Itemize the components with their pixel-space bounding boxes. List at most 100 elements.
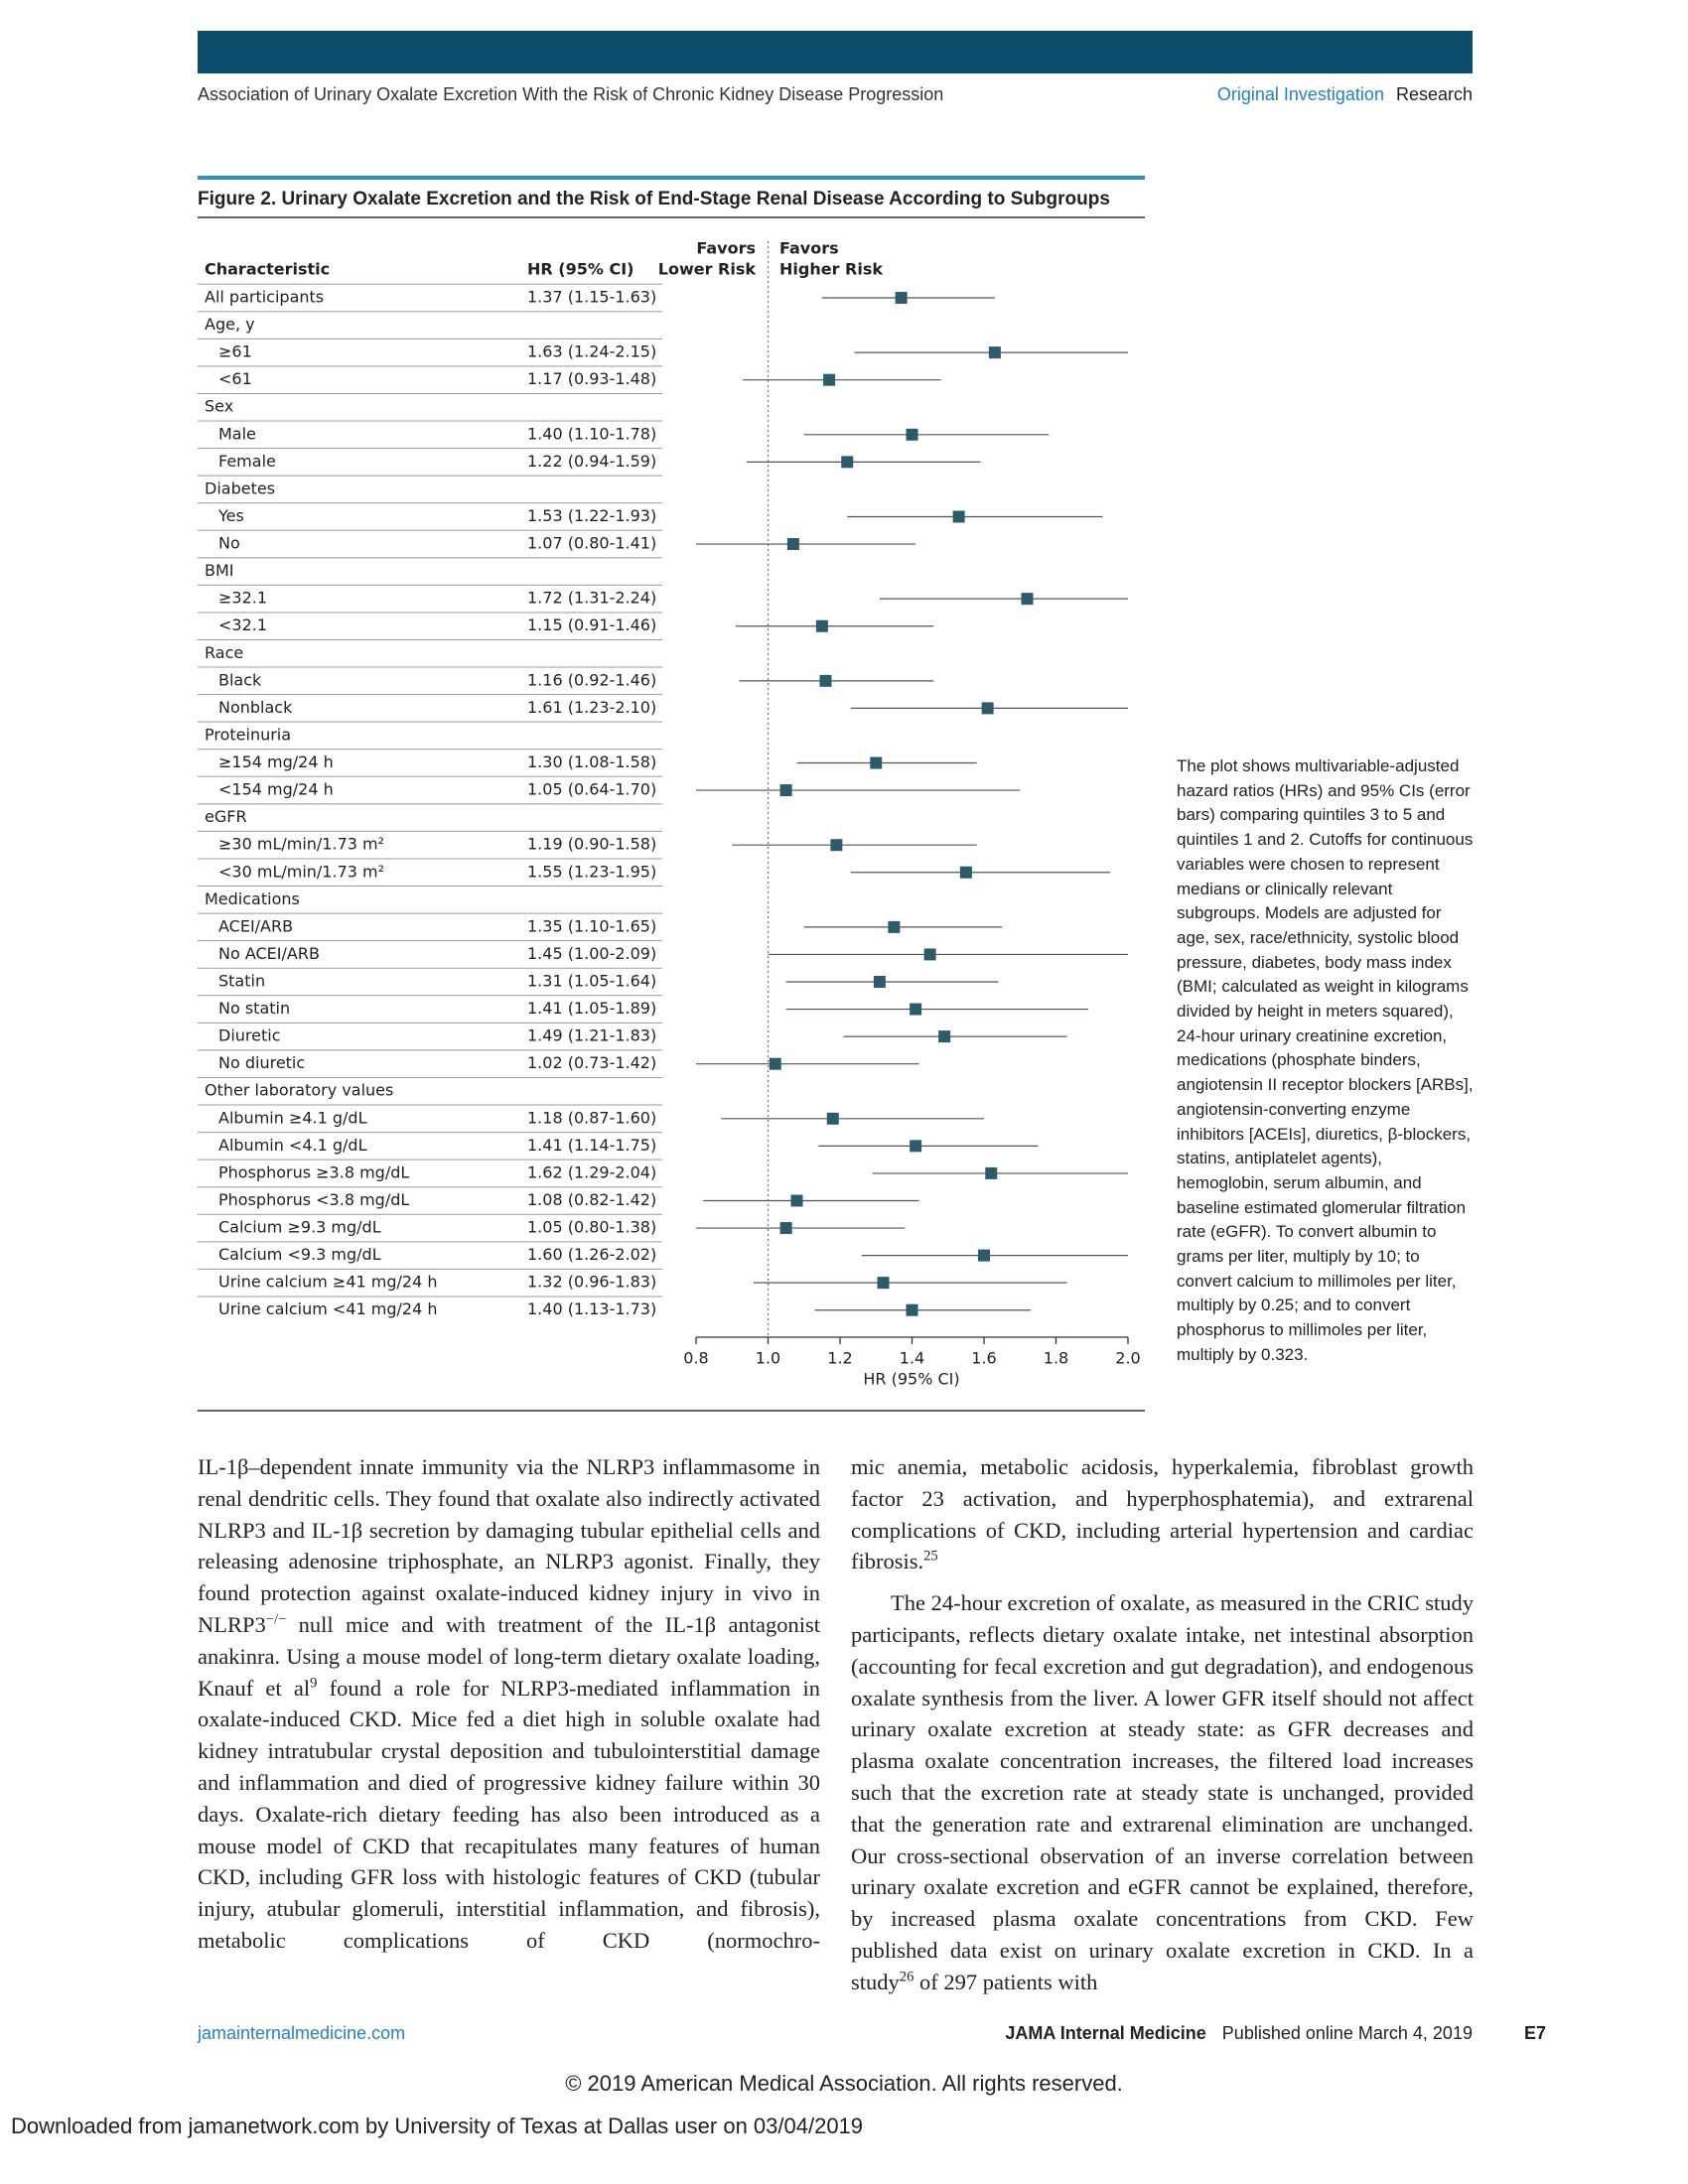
- hr-marker: [873, 976, 886, 988]
- hr-marker: [978, 1249, 990, 1262]
- hr-label: 1.22 (0.94-1.59): [527, 452, 656, 471]
- text-run: The 24-hour excretion of oxalate, as mea…: [851, 1590, 1474, 1994]
- top-bar: [198, 31, 1473, 73]
- hr-label: 1.53 (1.22-1.93): [527, 506, 656, 525]
- website: jamainternalmedicine.com: [198, 2023, 406, 2043]
- hr-label: 1.41 (1.14-1.75): [527, 1136, 656, 1155]
- hr-label: 1.15 (0.91-1.46): [527, 615, 656, 634]
- row-label: Phosphorus <3.8 mg/dL: [218, 1190, 409, 1209]
- column-header: Characteristic: [205, 260, 330, 279]
- row-label: <30 mL/min/1.73 m²: [218, 862, 384, 881]
- row-label: ≥30 mL/min/1.73 m²: [218, 835, 384, 854]
- superscript: −/−: [265, 1611, 287, 1628]
- row-label: ACEI/ARB: [218, 916, 293, 935]
- row-label: Phosphorus ≥3.8 mg/dL: [218, 1162, 409, 1181]
- text-run: IL-1β–dependent innate immunity via the …: [198, 1454, 820, 1637]
- row-label: Female: [218, 452, 276, 471]
- hr-marker: [870, 756, 883, 769]
- text-run: mic anemia, metabolic acidosis, hyperkal…: [851, 1454, 1474, 1574]
- hr-label: 1.02 (0.73-1.42): [527, 1053, 656, 1072]
- superscript: 25: [923, 1548, 938, 1565]
- group-label: BMI: [205, 561, 234, 580]
- hr-label: 1.31 (1.05-1.64): [527, 972, 656, 991]
- download-note: Downloaded from jamanetwork.com by Unive…: [11, 2114, 864, 2138]
- hr-label: 1.07 (0.80-1.41): [527, 534, 656, 553]
- row-label: No statin: [218, 999, 290, 1018]
- x-tick-label: 1.6: [971, 1349, 996, 1368]
- hr-marker: [895, 292, 908, 304]
- row-label: Albumin <4.1 g/dL: [218, 1136, 367, 1155]
- column-header: HR (95% CI): [527, 260, 633, 279]
- favors-label: Favors: [696, 239, 756, 258]
- hr-label: 1.49 (1.21-1.83): [527, 1026, 656, 1045]
- group-label: Sex: [205, 397, 233, 416]
- hr-label: 1.30 (1.08-1.58): [527, 752, 656, 771]
- hr-marker: [786, 538, 799, 551]
- row-label: Nonblack: [218, 698, 293, 717]
- row-label: Yes: [217, 506, 244, 525]
- section: Original Investigation: [1216, 84, 1384, 104]
- hr-marker: [830, 839, 843, 852]
- hr-label: 1.45 (1.00-2.09): [527, 944, 656, 963]
- hr-marker: [959, 866, 972, 879]
- hr-label: 1.60 (1.26-2.02): [527, 1245, 656, 1264]
- hr-label: 1.37 (1.15-1.63): [527, 288, 656, 307]
- hr-marker: [910, 1003, 922, 1016]
- hr-label: 1.40 (1.10-1.78): [527, 424, 656, 443]
- row-label: <32.1: [218, 615, 267, 634]
- row-label: Male: [218, 424, 256, 443]
- row-label: Calcium <9.3 mg/dL: [218, 1245, 381, 1264]
- hr-label: 1.05 (0.80-1.38): [527, 1218, 656, 1237]
- hr-marker: [819, 674, 832, 687]
- hr-label: 1.35 (1.10-1.65): [527, 916, 656, 935]
- hr-label: 1.55 (1.23-1.95): [527, 862, 656, 881]
- text-column: IL-1β–dependent innate immunity via the …: [198, 1451, 820, 1957]
- hr-label: 1.62 (1.29-2.04): [527, 1162, 656, 1181]
- hr-marker: [981, 702, 994, 715]
- hr-marker: [790, 1194, 803, 1207]
- hr-label: 1.72 (1.31-2.24): [527, 589, 656, 608]
- hr-label: 1.40 (1.13-1.73): [527, 1299, 656, 1318]
- hr-marker: [988, 346, 1001, 359]
- hr-marker: [906, 428, 918, 441]
- hr-marker: [888, 920, 901, 933]
- hr-marker: [1021, 593, 1034, 606]
- hr-marker: [938, 1030, 951, 1043]
- favors-label: Lower Risk: [658, 260, 757, 279]
- hr-label: 1.32 (0.96-1.83): [527, 1273, 656, 1292]
- group-label: Medications: [205, 889, 300, 908]
- group-label: eGFR: [205, 807, 247, 826]
- x-tick-label: 2.0: [1115, 1349, 1140, 1368]
- paragraph: mic anemia, metabolic acidosis, hyperkal…: [851, 1451, 1474, 1577]
- hr-marker: [779, 1222, 792, 1235]
- x-tick-label: 0.8: [683, 1349, 708, 1368]
- favors-label: Higher Risk: [779, 260, 883, 279]
- group-label: Proteinuria: [205, 725, 291, 744]
- hr-marker: [877, 1277, 890, 1290]
- hr-marker: [779, 784, 792, 797]
- group-label: Other laboratory values: [205, 1081, 393, 1100]
- hr-label: 1.17 (0.93-1.48): [527, 369, 656, 388]
- hr-marker: [906, 1303, 918, 1316]
- journal: JAMA Internal Medicine: [1005, 2023, 1206, 2043]
- hr-marker: [841, 456, 854, 469]
- hr-label: 1.61 (1.23-2.10): [527, 698, 656, 717]
- row-label: ≥61: [218, 342, 252, 361]
- hr-marker: [769, 1057, 781, 1070]
- category: Research: [1395, 84, 1473, 104]
- row-label: No diuretic: [218, 1053, 305, 1072]
- forest-plot: Figure 2. Urinary Oxalate Excretion and …: [198, 176, 1145, 1412]
- hr-label: 1.18 (0.87-1.60): [527, 1108, 656, 1127]
- hr-label: 1.08 (0.82-1.42): [527, 1190, 656, 1209]
- header-right: Original Investigation Research: [1217, 84, 1473, 105]
- group-label: Race: [205, 643, 243, 662]
- row-label: Black: [218, 670, 262, 689]
- page-number: E7: [1523, 2023, 1546, 2043]
- hr-marker: [823, 373, 836, 386]
- row-label: ≥154 mg/24 h: [218, 752, 334, 771]
- group-label: Age, y: [205, 315, 255, 334]
- paragraph: IL-1β–dependent innate immunity via the …: [198, 1451, 820, 1957]
- row-label: No: [218, 534, 240, 553]
- figure-caption: The plot shows multivariable-adjusted ha…: [1177, 756, 1474, 1364]
